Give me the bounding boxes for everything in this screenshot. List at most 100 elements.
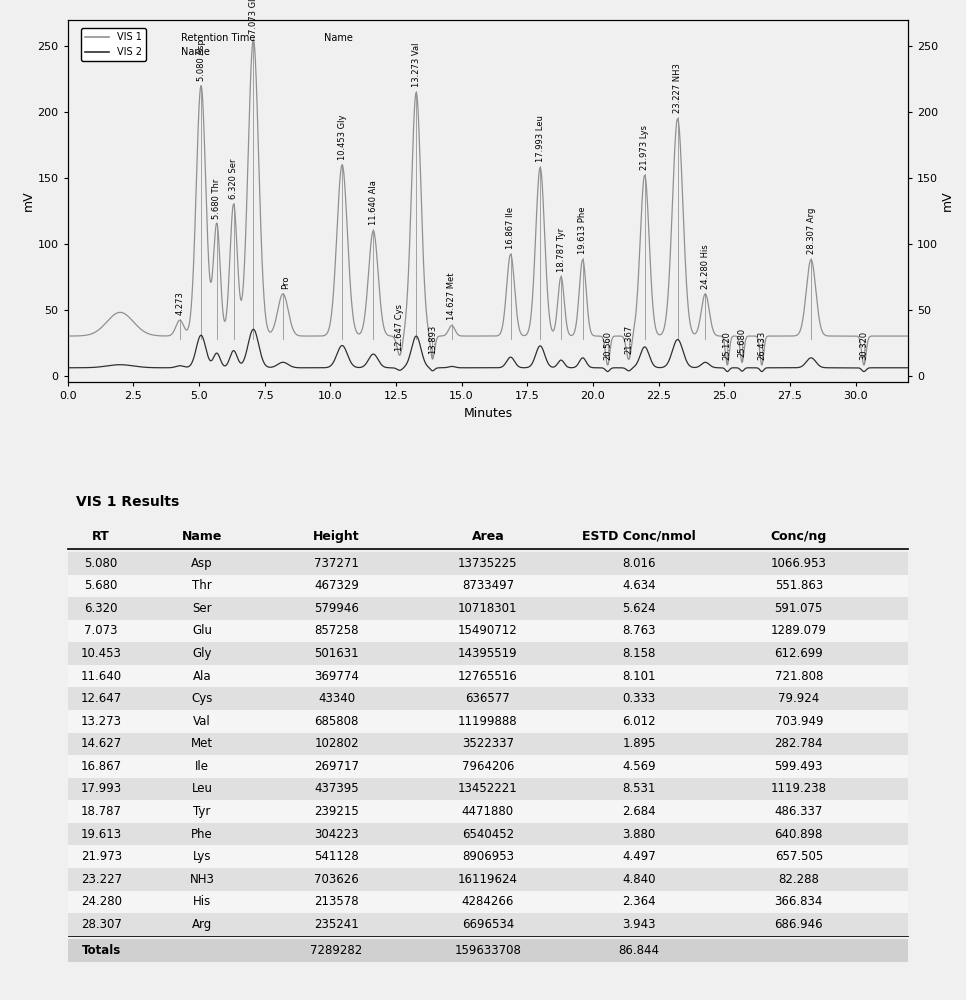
Text: 25.680: 25.680	[738, 328, 747, 357]
Text: 4284266: 4284266	[462, 895, 514, 908]
Text: Ile: Ile	[195, 760, 209, 773]
Text: 686.946: 686.946	[775, 918, 823, 931]
Text: 1119.238: 1119.238	[771, 782, 827, 795]
Text: 6696534: 6696534	[462, 918, 514, 931]
Y-axis label: mV: mV	[941, 191, 954, 211]
Text: 10.453: 10.453	[81, 647, 122, 660]
Text: 16.867: 16.867	[81, 760, 122, 773]
Text: 541128: 541128	[314, 850, 359, 863]
Text: Pro: Pro	[281, 275, 290, 289]
Text: 8.531: 8.531	[622, 782, 656, 795]
Text: 8733497: 8733497	[462, 579, 514, 592]
Text: Name: Name	[324, 33, 353, 43]
Text: 235241: 235241	[314, 918, 359, 931]
Text: 16.867 Ile: 16.867 Ile	[506, 207, 515, 249]
Text: 721.808: 721.808	[775, 670, 823, 683]
Text: 24.280: 24.280	[81, 895, 122, 908]
Text: 16119624: 16119624	[458, 873, 518, 886]
Text: Retention Time: Retention Time	[181, 33, 255, 43]
Bar	[68, 620, 908, 642]
Text: 6.012: 6.012	[622, 715, 656, 728]
Text: 15490712: 15490712	[458, 624, 518, 637]
Text: 366.834: 366.834	[775, 895, 823, 908]
Text: NH3: NH3	[189, 873, 214, 886]
Text: 599.493: 599.493	[775, 760, 823, 773]
Text: 7.073: 7.073	[84, 624, 118, 637]
Text: Height: Height	[313, 530, 360, 543]
Text: Phe: Phe	[191, 828, 213, 841]
Text: 18.787: 18.787	[81, 805, 122, 818]
Text: Thr: Thr	[192, 579, 212, 592]
Text: RT: RT	[93, 530, 110, 543]
Text: 3522337: 3522337	[462, 737, 514, 750]
Text: Asp: Asp	[191, 557, 213, 570]
Text: 4.273: 4.273	[176, 291, 185, 315]
Text: 579946: 579946	[314, 602, 359, 615]
Text: 21.973 Lys: 21.973 Lys	[640, 125, 649, 170]
Text: His: His	[193, 895, 212, 908]
Text: 11199888: 11199888	[458, 715, 518, 728]
Text: 159633708: 159633708	[454, 944, 522, 957]
Y-axis label: mV: mV	[21, 191, 35, 211]
Text: 13452221: 13452221	[458, 782, 518, 795]
Text: 3.943: 3.943	[622, 918, 656, 931]
Text: 24.280 His: 24.280 His	[700, 244, 710, 289]
Text: Name: Name	[181, 47, 210, 57]
Text: 6.320 Ser: 6.320 Ser	[229, 159, 238, 199]
Text: 12.647 Cys: 12.647 Cys	[395, 304, 404, 351]
Text: 8.016: 8.016	[622, 557, 656, 570]
Text: 13.893: 13.893	[428, 325, 437, 354]
Bar	[68, 665, 908, 687]
Text: Arg: Arg	[192, 918, 213, 931]
Text: Gly: Gly	[192, 647, 212, 660]
Text: 13.273 Val: 13.273 Val	[412, 43, 421, 87]
Text: Cys: Cys	[191, 692, 213, 705]
Text: 14.627: 14.627	[80, 737, 122, 750]
Text: 6540452: 6540452	[462, 828, 514, 841]
Text: 23.227: 23.227	[81, 873, 122, 886]
Text: 7289282: 7289282	[310, 944, 362, 957]
Text: Ala: Ala	[193, 670, 212, 683]
Text: 551.863: 551.863	[775, 579, 823, 592]
Text: 7964206: 7964206	[462, 760, 514, 773]
Bar	[68, 755, 908, 778]
Text: 2.364: 2.364	[622, 895, 656, 908]
Text: 239215: 239215	[314, 805, 359, 818]
Text: 28.307: 28.307	[81, 918, 122, 931]
Text: 102802: 102802	[314, 737, 358, 750]
Text: 5.080 Asp: 5.080 Asp	[196, 39, 206, 81]
Text: 591.075: 591.075	[775, 602, 823, 615]
Text: 2.684: 2.684	[622, 805, 656, 818]
Text: 1.895: 1.895	[622, 737, 656, 750]
Text: Tyr: Tyr	[193, 805, 211, 818]
Text: 467329: 467329	[314, 579, 359, 592]
Text: 269717: 269717	[314, 760, 359, 773]
Text: 5.680: 5.680	[85, 579, 118, 592]
Text: 8906953: 8906953	[462, 850, 514, 863]
Text: 703626: 703626	[314, 873, 359, 886]
Text: 5.080: 5.080	[85, 557, 118, 570]
Bar	[68, 687, 908, 710]
Text: 857258: 857258	[314, 624, 358, 637]
Text: 703.949: 703.949	[775, 715, 823, 728]
Text: 3.880: 3.880	[622, 828, 656, 841]
Text: 13735225: 13735225	[458, 557, 518, 570]
Text: 640.898: 640.898	[775, 828, 823, 841]
Text: Leu: Leu	[191, 782, 213, 795]
Text: 28.307 Arg: 28.307 Arg	[807, 208, 815, 254]
Text: 17.993 Leu: 17.993 Leu	[536, 115, 545, 162]
Text: 19.613 Phe: 19.613 Phe	[579, 207, 587, 254]
Text: 26.433: 26.433	[757, 330, 766, 360]
Bar	[68, 597, 908, 620]
Text: 11.640 Ala: 11.640 Ala	[369, 181, 378, 225]
Text: 657.505: 657.505	[775, 850, 823, 863]
Text: 23.227 NH3: 23.227 NH3	[673, 64, 682, 113]
Text: 4.497: 4.497	[622, 850, 656, 863]
X-axis label: Minutes: Minutes	[464, 407, 512, 420]
Legend: VIS 1, VIS 2: VIS 1, VIS 2	[81, 28, 146, 61]
Bar	[68, 913, 908, 936]
Bar	[68, 891, 908, 913]
Bar	[68, 778, 908, 800]
Text: 5.680 Thr: 5.680 Thr	[213, 178, 221, 219]
Text: 20.560: 20.560	[603, 331, 612, 360]
